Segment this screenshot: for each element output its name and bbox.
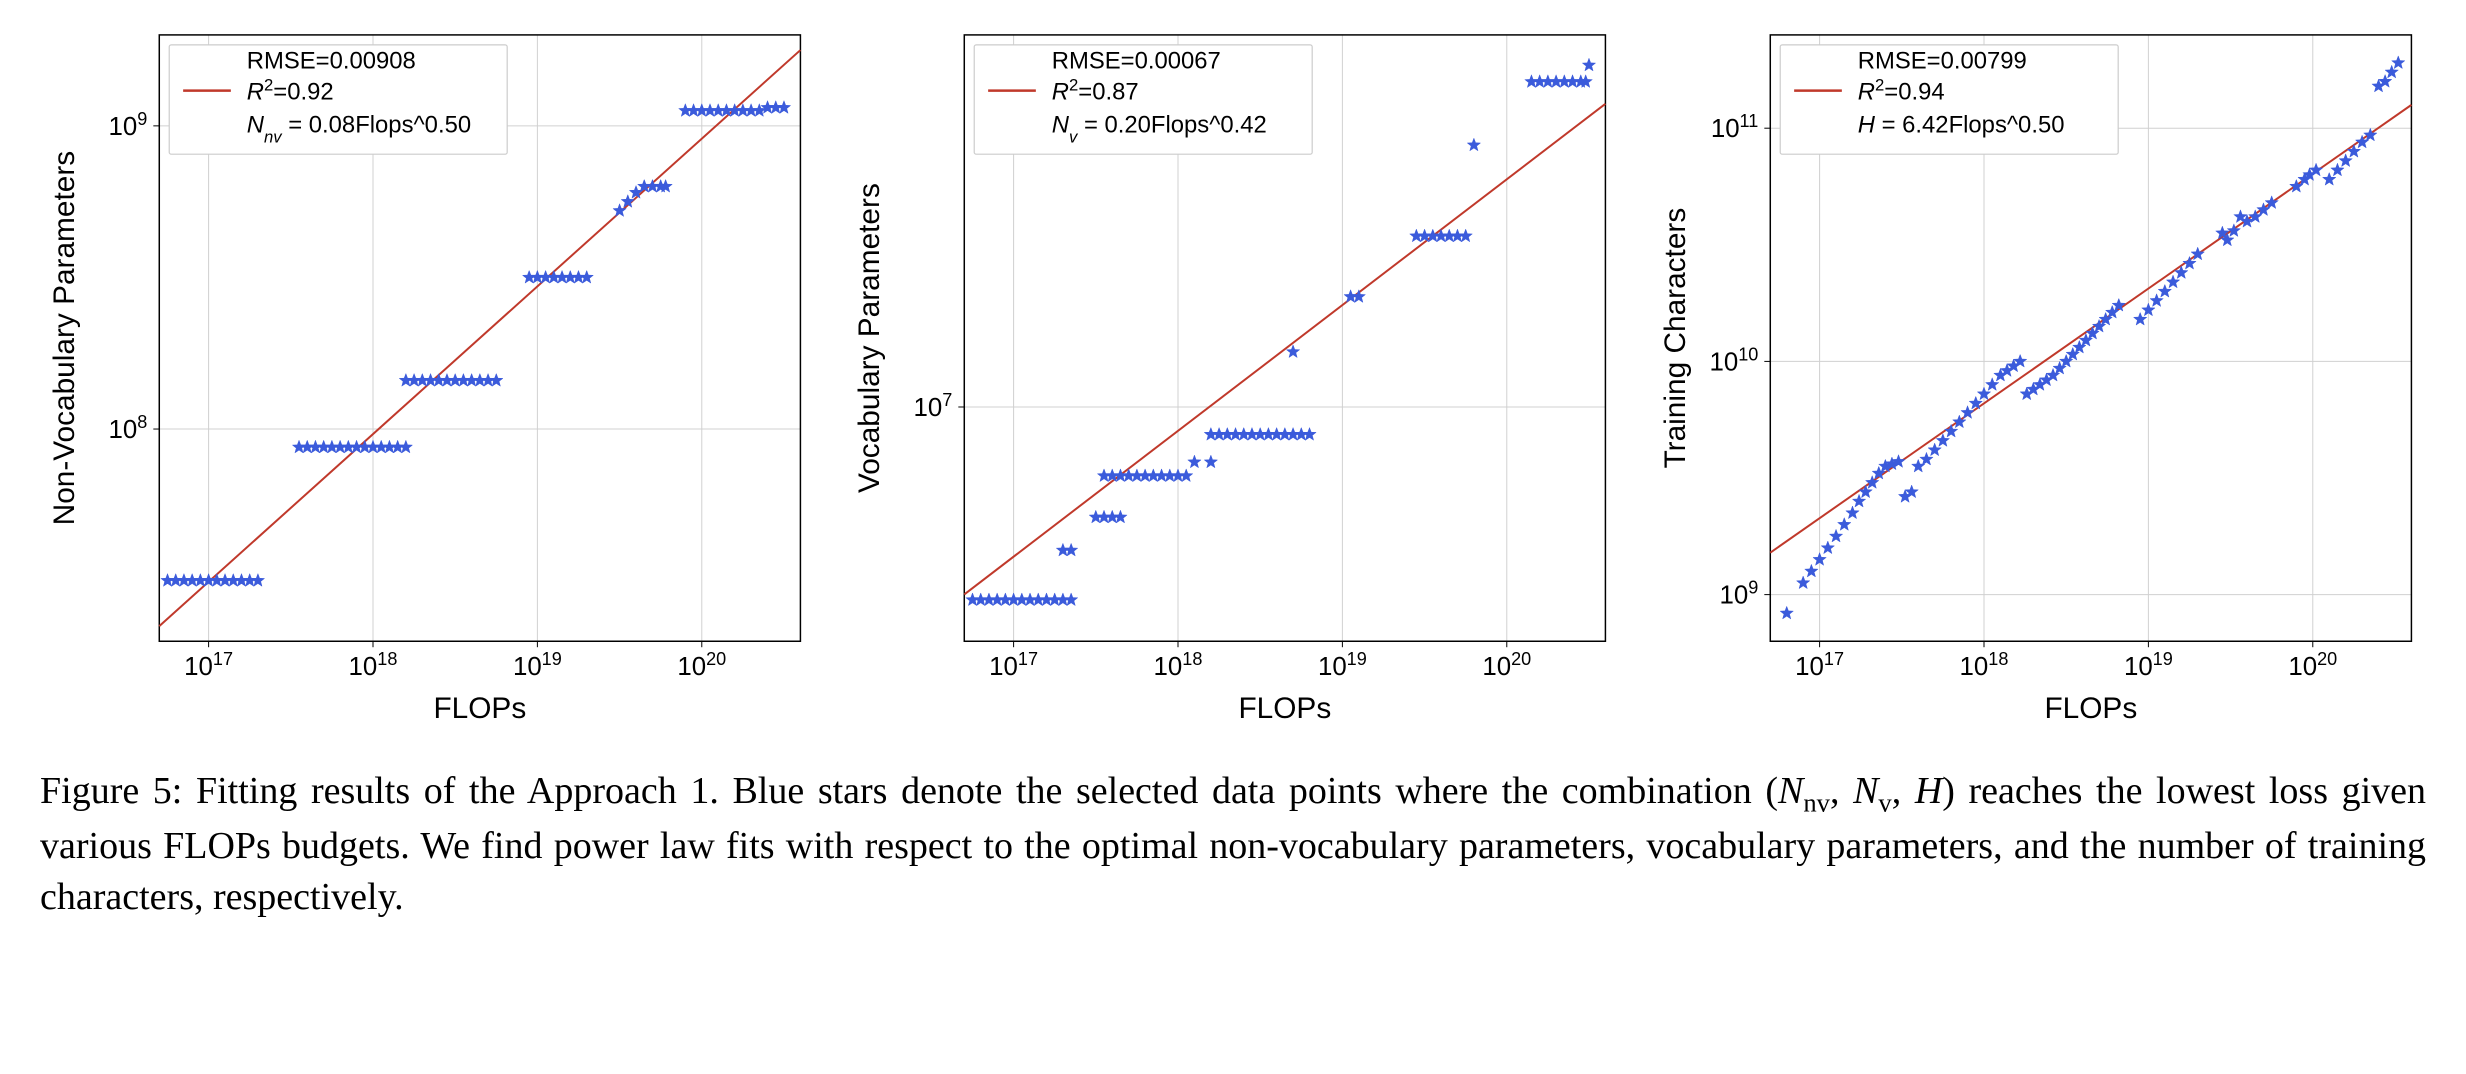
caption-Nv-sub: v [1878,787,1891,817]
svg-text:FLOPs: FLOPs [1239,692,1332,725]
svg-text:R2=0.92: R2=0.92 [247,75,334,106]
caption-fignum: Figure 5: [40,770,182,812]
plot-v: 1017101810191020107FLOPsVocabulary Param… [845,20,1620,736]
caption-Nnv-sub: nv [1803,787,1830,817]
svg-text:R2=0.87: R2=0.87 [1052,75,1139,106]
caption-Nnv: N [1778,770,1803,812]
svg-text:Vocabulary Parameters: Vocabulary Parameters [853,183,886,493]
caption-sep2: , [1892,770,1915,812]
figure-caption: Figure 5: Fitting results of the Approac… [40,766,2426,924]
caption-sep1: , [1830,770,1853,812]
plot-h: 101710181019102010910101011FLOPsTraining… [1651,20,2426,736]
plots-row: 1017101810191020108109FLOPsNon-Vocabular… [40,20,2426,736]
plot-panel-nv: 1017101810191020108109FLOPsNon-Vocabular… [40,20,815,736]
figure-container: 1017101810191020108109FLOPsNon-Vocabular… [40,20,2426,924]
svg-text:H = 6.42Flops^0.50: H = 6.42Flops^0.50 [1857,111,2064,138]
svg-text:RMSE=0.00799: RMSE=0.00799 [1857,48,2026,75]
svg-text:R2=0.94: R2=0.94 [1857,75,1944,106]
svg-text:FLOPs: FLOPs [433,692,526,725]
svg-text:FLOPs: FLOPs [2044,692,2137,725]
svg-text:Training Characters: Training Characters [1658,208,1691,469]
svg-text:RMSE=0.00908: RMSE=0.00908 [247,48,416,75]
caption-H: H [1915,770,1942,812]
plot-panel-h: 101710181019102010910101011FLOPsTraining… [1651,20,2426,736]
plot-nv: 1017101810191020108109FLOPsNon-Vocabular… [40,20,815,736]
svg-text:Non-Vocabulary Parameters: Non-Vocabulary Parameters [48,151,81,526]
svg-text:RMSE=0.00067: RMSE=0.00067 [1052,48,1221,75]
plot-panel-v: 1017101810191020107FLOPsVocabulary Param… [845,20,1620,736]
caption-text-1: Fitting results of the Approach 1. Blue … [196,770,1778,812]
caption-Nv: N [1853,770,1878,812]
